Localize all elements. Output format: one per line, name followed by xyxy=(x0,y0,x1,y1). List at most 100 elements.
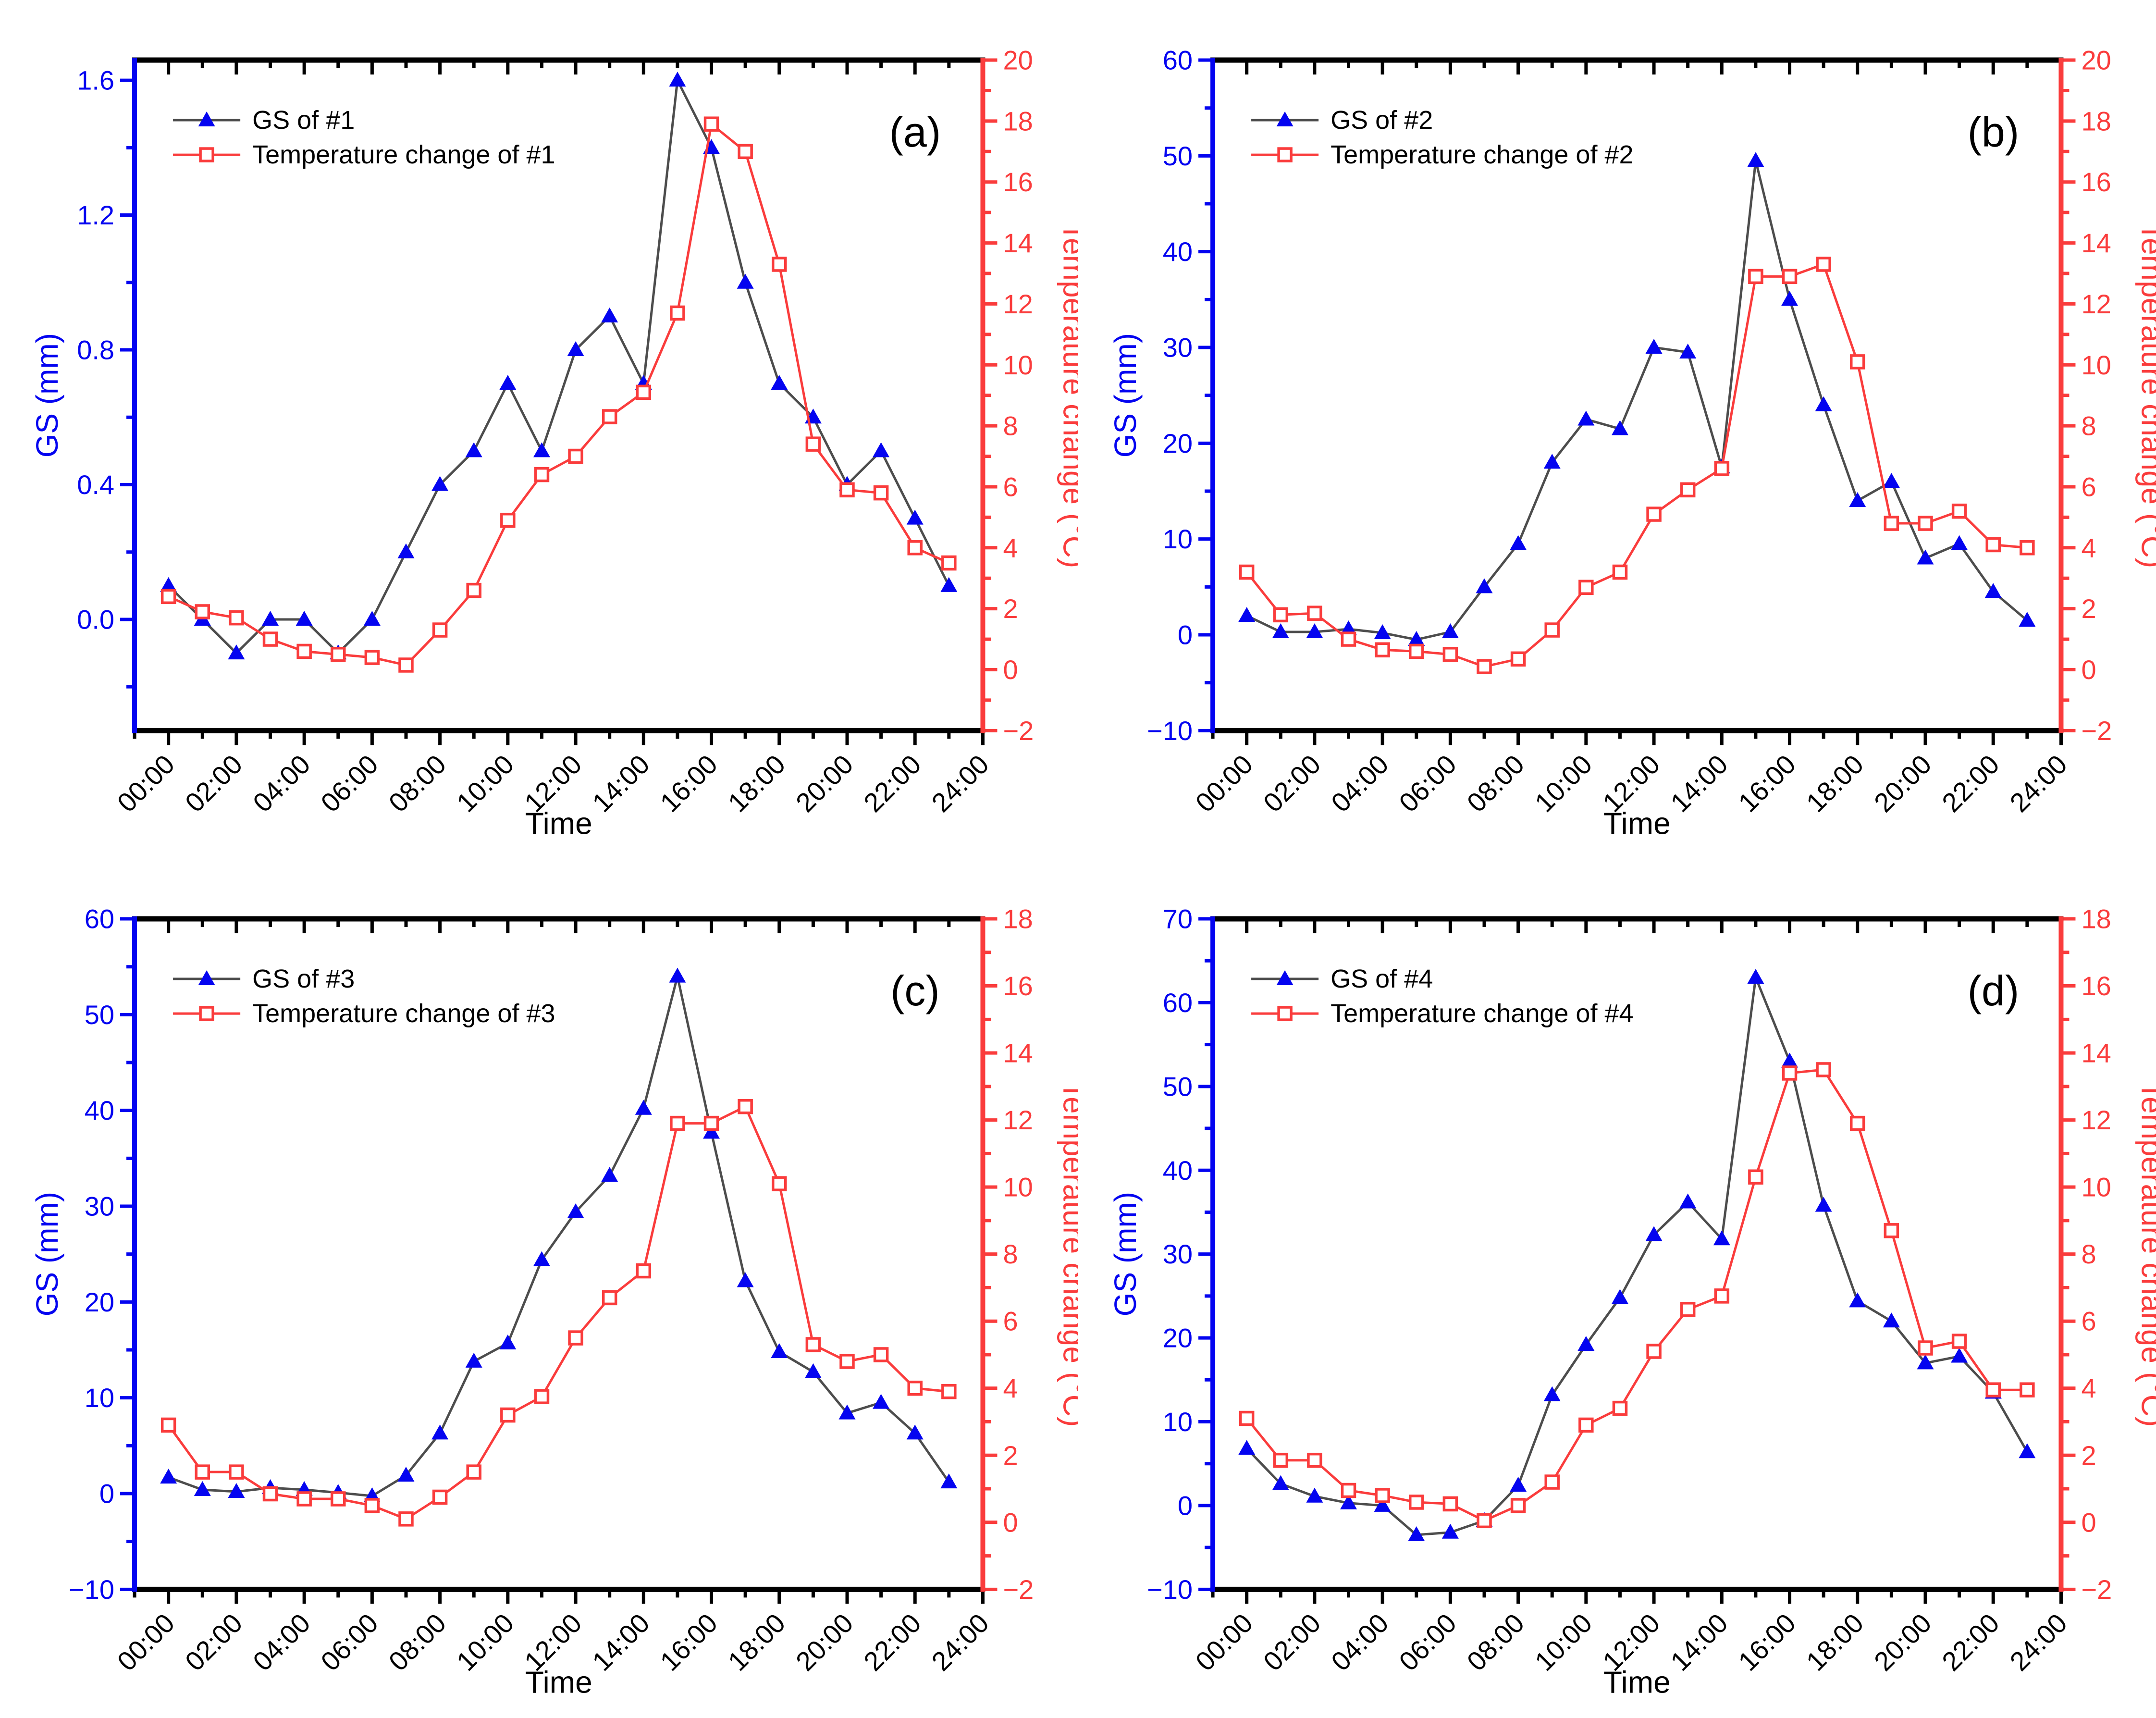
gs-triangle-marker xyxy=(533,442,550,457)
temp-square-marker xyxy=(1715,462,1728,475)
right-tick-label: 6 xyxy=(2081,471,2096,502)
left-tick-label: 20 xyxy=(1162,428,1192,458)
x-tick-label: 08:00 xyxy=(1461,1608,1530,1677)
right-axis-title: Temperature change (°C) xyxy=(2135,1081,2156,1427)
x-tick-label: 16:00 xyxy=(654,749,723,818)
panel-tag: (b) xyxy=(1967,108,2019,156)
right-tick-label: 10 xyxy=(2081,1172,2111,1202)
gs-triangle-marker xyxy=(1510,535,1527,550)
temp-square-marker xyxy=(1546,1476,1558,1488)
temp-square-marker xyxy=(671,1117,684,1130)
right-tick-label: 16 xyxy=(1003,167,1033,197)
temp-square-marker xyxy=(1953,1335,1965,1347)
temp-square-marker xyxy=(264,633,277,645)
left-tick-label: 20 xyxy=(1162,1323,1192,1353)
right-tick-label: 16 xyxy=(2081,167,2111,197)
x-tick-label: 10:00 xyxy=(1528,1608,1598,1677)
temp-square-marker xyxy=(841,483,853,496)
temp-square-marker xyxy=(705,1117,718,1130)
temp-square-marker xyxy=(1817,258,1830,271)
temp-square-marker xyxy=(1478,660,1490,673)
right-tick-label: 2 xyxy=(1003,593,1018,624)
temp-square-marker xyxy=(1308,1454,1320,1467)
x-tick-label: 04:00 xyxy=(247,1608,316,1677)
right-tick-label: 20 xyxy=(1003,45,1033,75)
left-tick-label: 0.0 xyxy=(77,604,114,634)
gs-triangle-marker xyxy=(1611,1289,1628,1304)
temp-square-marker xyxy=(298,645,310,657)
x-tick-label: 02:00 xyxy=(179,749,248,818)
right-tick-label: 4 xyxy=(2081,532,2096,563)
temp-square-marker xyxy=(773,258,786,271)
temperature-series xyxy=(162,118,955,671)
gs-triangle-marker xyxy=(1679,1194,1696,1209)
left-tick-label: 40 xyxy=(85,1096,114,1126)
right-tick-label: 20 xyxy=(2081,45,2111,75)
right-tick-label: −2 xyxy=(2081,716,2112,746)
x-tick-label: 00:00 xyxy=(1189,749,1258,818)
gs-triangle-marker xyxy=(805,1363,822,1378)
temperature-series xyxy=(1240,258,2033,673)
left-tick-label: −10 xyxy=(1147,1574,1193,1605)
gs-triangle-marker xyxy=(737,274,754,289)
left-tick-label: 0.8 xyxy=(77,335,114,365)
right-tick-label: 10 xyxy=(1003,350,1033,380)
temp-square-marker xyxy=(1919,1342,1931,1354)
gs-triangle-marker xyxy=(940,577,957,592)
legend-temp-label: Temperature change of #1 xyxy=(252,140,555,169)
left-axis-title: GS (mm) xyxy=(1108,1192,1143,1317)
x-tick-label: 18:00 xyxy=(1800,749,1869,818)
right-axis-title: Temperature change (°C) xyxy=(1057,1081,1078,1427)
x-tick-label: 04:00 xyxy=(247,749,316,818)
x-tick-label: 18:00 xyxy=(722,749,791,818)
gs-triangle-marker xyxy=(1747,152,1764,167)
temp-square-marker xyxy=(1410,645,1422,657)
right-tick-label: 0 xyxy=(1003,1508,1018,1538)
temp-square-marker xyxy=(569,450,582,463)
temp-square-marker xyxy=(1614,1402,1626,1415)
temp-square-marker xyxy=(1614,566,1626,579)
temp-square-marker xyxy=(535,469,548,481)
right-tick-label: 12 xyxy=(1003,289,1033,319)
x-tick-label: 04:00 xyxy=(1325,749,1394,818)
gs-triangle-marker xyxy=(1543,1386,1560,1401)
right-tick-label: 2 xyxy=(1003,1440,1018,1471)
temp-square-marker xyxy=(1715,1290,1728,1302)
x-tick-label: 06:00 xyxy=(1393,749,1462,818)
temp-square-marker xyxy=(2020,1384,2033,1397)
temp-square-marker xyxy=(1376,643,1389,656)
left-axis-title: GS (mm) xyxy=(30,1192,64,1317)
gs-triangle-marker xyxy=(1510,1477,1527,1492)
x-tick-label: 08:00 xyxy=(382,749,452,818)
x-tick-label: 16:00 xyxy=(1732,1608,1801,1677)
x-tick-label: 20:00 xyxy=(1868,749,1937,818)
x-tick-label: 22:00 xyxy=(858,749,927,818)
x-tick-label: 24:00 xyxy=(925,749,995,818)
temp-square-marker xyxy=(468,584,480,597)
right-tick-label: −2 xyxy=(1003,1574,1034,1605)
temp-square-marker xyxy=(604,1292,616,1304)
temp-square-marker xyxy=(230,612,243,624)
right-tick-label: 2 xyxy=(2081,593,2096,624)
temp-square-marker xyxy=(162,1419,175,1432)
x-tick-label: 22:00 xyxy=(1936,1608,2005,1677)
right-tick-label: 8 xyxy=(1003,411,1018,441)
temp-square-marker xyxy=(1579,1419,1592,1432)
gs-triangle-marker xyxy=(1781,1053,1798,1068)
legend-temp-square-icon xyxy=(200,148,213,161)
right-tick-label: 12 xyxy=(1003,1105,1033,1136)
left-tick-label: 1.2 xyxy=(77,200,114,230)
gs-series xyxy=(1238,969,2035,1542)
gs-triangle-marker xyxy=(2019,1444,2035,1458)
temp-square-marker xyxy=(1342,633,1355,645)
x-tick-label: 20:00 xyxy=(1868,1608,1937,1677)
temp-square-marker xyxy=(1987,538,1999,551)
gs-triangle-marker xyxy=(1747,969,1764,984)
chart-panel-c: 00:0002:0004:0006:0008:0010:0012:0014:00… xyxy=(0,859,1078,1718)
right-tick-label: 16 xyxy=(2081,971,2111,1001)
